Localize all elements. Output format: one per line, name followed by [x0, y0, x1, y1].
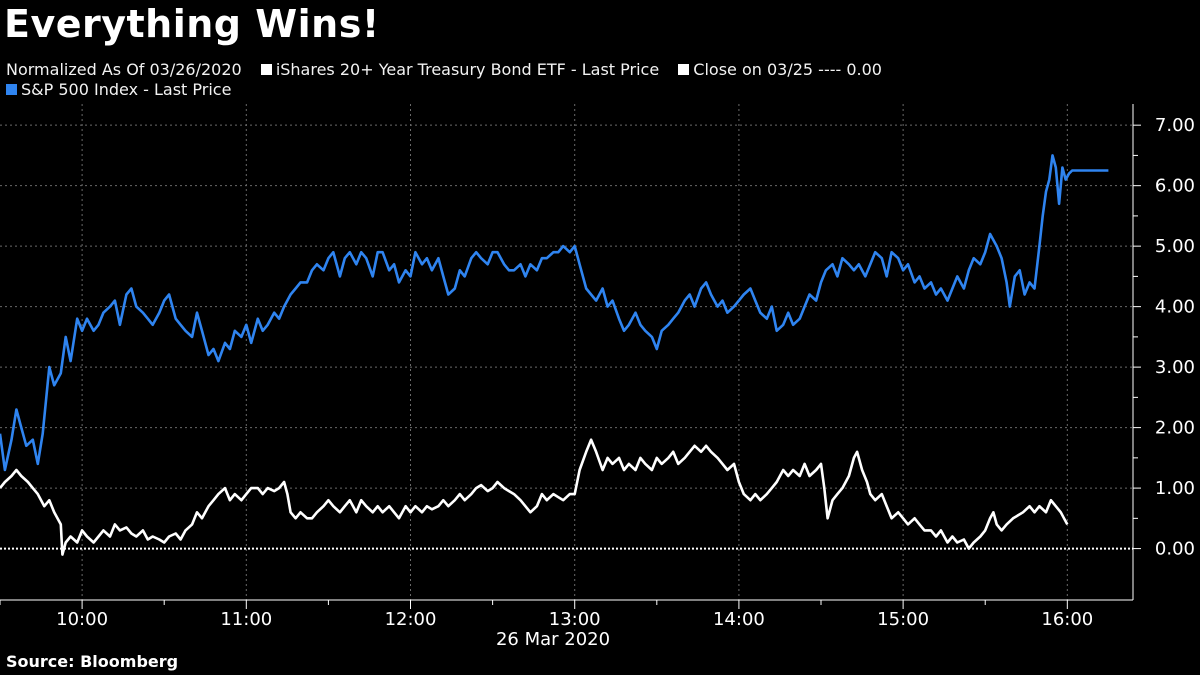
legend-label-close: Close on 03/25 ---- 0.00 — [693, 60, 882, 79]
legend-row-1: Normalized As Of 03/26/2020 iShares 20+ … — [6, 60, 896, 79]
y-tick-label: 1.00 — [1155, 478, 1195, 499]
legend-swatch-close — [678, 64, 690, 75]
y-tick-label: 3.00 — [1155, 357, 1195, 378]
x-tick-label: 10:00 — [56, 609, 108, 630]
y-tick-label: 6.00 — [1155, 176, 1195, 197]
y-tick-label: 5.00 — [1155, 236, 1195, 257]
x-tick-label: 15:00 — [877, 609, 929, 630]
series-group — [0, 154, 1133, 556]
legend-row-2: S&P 500 Index - Last Price — [6, 80, 245, 99]
legend-label-sp500: S&P 500 Index - Last Price — [21, 80, 232, 99]
y-tick-label: 7.00 — [1155, 115, 1195, 136]
legend-normalized: Normalized As Of 03/26/2020 — [6, 60, 242, 79]
chart-title: Everything Wins! — [4, 2, 380, 46]
legend-swatch-sp500 — [6, 84, 17, 95]
x-tick-label: 13:00 — [549, 609, 601, 630]
x-tick-label: 12:00 — [385, 609, 437, 630]
y-tick-label: 4.00 — [1155, 297, 1195, 318]
y-tick-label: 2.00 — [1155, 418, 1195, 439]
y-tick-label: 0.00 — [1155, 539, 1195, 560]
legend-item-treasury: iShares 20+ Year Treasury Bond ETF - Las… — [260, 60, 660, 79]
legend-swatch-treasury — [260, 64, 272, 75]
series-line-treasury — [0, 438, 1069, 556]
source-note: Source: Bloomberg — [6, 652, 179, 671]
legend-item-sp500: S&P 500 Index - Last Price — [6, 80, 231, 99]
tick-labels: 10:00 11:00 12:00 13:00 14:00 15:00 16:00 0.00 1… — [56, 115, 1195, 630]
grid-lines — [0, 104, 1133, 600]
x-axis-label: 26 Mar 2020 — [496, 629, 610, 650]
x-tick-label: 11:00 — [220, 609, 272, 630]
x-tick-label: 16:00 — [1041, 609, 1093, 630]
legend-label-treasury: iShares 20+ Year Treasury Bond ETF - Las… — [275, 60, 660, 79]
series-line-sp500 — [0, 154, 1109, 472]
axes — [0, 104, 1141, 609]
legend-item-close: Close on 03/25 ---- 0.00 — [678, 60, 882, 79]
x-tick-label: 14:00 — [713, 609, 765, 630]
